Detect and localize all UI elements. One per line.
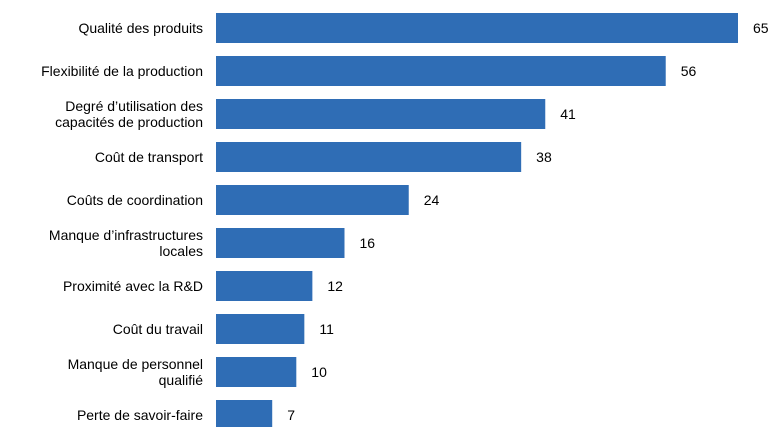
bar-value-label: 12 bbox=[327, 278, 343, 294]
category-label: qualifié bbox=[159, 372, 204, 388]
bar-value-label: 38 bbox=[536, 149, 552, 165]
bar bbox=[216, 99, 546, 129]
bar-value-label: 56 bbox=[681, 63, 697, 79]
category-labels-group: Qualité des produits Flexibilité de la pr… bbox=[41, 20, 203, 423]
category-label: Coût du travail bbox=[113, 321, 203, 337]
bar bbox=[216, 271, 313, 301]
category-label: capacités de production bbox=[55, 114, 203, 130]
bar-value-label: 7 bbox=[287, 407, 295, 423]
category-label: Flexibilité de la production bbox=[41, 63, 203, 79]
bar-value-label: 11 bbox=[319, 321, 334, 337]
bar bbox=[216, 185, 409, 215]
bar bbox=[216, 400, 273, 427]
bar bbox=[216, 314, 305, 344]
category-label: Perte de savoir-faire bbox=[77, 407, 203, 423]
category-label: Manque de personnel bbox=[68, 356, 203, 372]
bar bbox=[216, 56, 666, 86]
bar bbox=[216, 357, 297, 387]
bar-value-label: 41 bbox=[560, 106, 576, 122]
bar-value-label: 65 bbox=[753, 20, 769, 36]
category-label: Manque d’infrastructures bbox=[49, 227, 203, 243]
bar bbox=[216, 13, 738, 43]
bar bbox=[216, 228, 345, 258]
category-label: Proximité avec la R&D bbox=[63, 278, 203, 294]
bar-value-label: 10 bbox=[311, 364, 327, 380]
category-label: Qualité des produits bbox=[78, 20, 203, 36]
category-label: locales bbox=[159, 243, 203, 259]
category-label: Coût de transport bbox=[95, 149, 203, 165]
value-labels-group: 65 56 41 38 24 16 12 11 10 7 bbox=[287, 20, 769, 423]
category-label: Degré d’utilisation des bbox=[65, 98, 203, 114]
bar-value-label: 24 bbox=[424, 192, 440, 208]
bar-value-label: 16 bbox=[359, 235, 375, 251]
bars-group bbox=[216, 13, 738, 427]
category-label: Coûts de coordination bbox=[67, 192, 203, 208]
bar bbox=[216, 142, 522, 172]
